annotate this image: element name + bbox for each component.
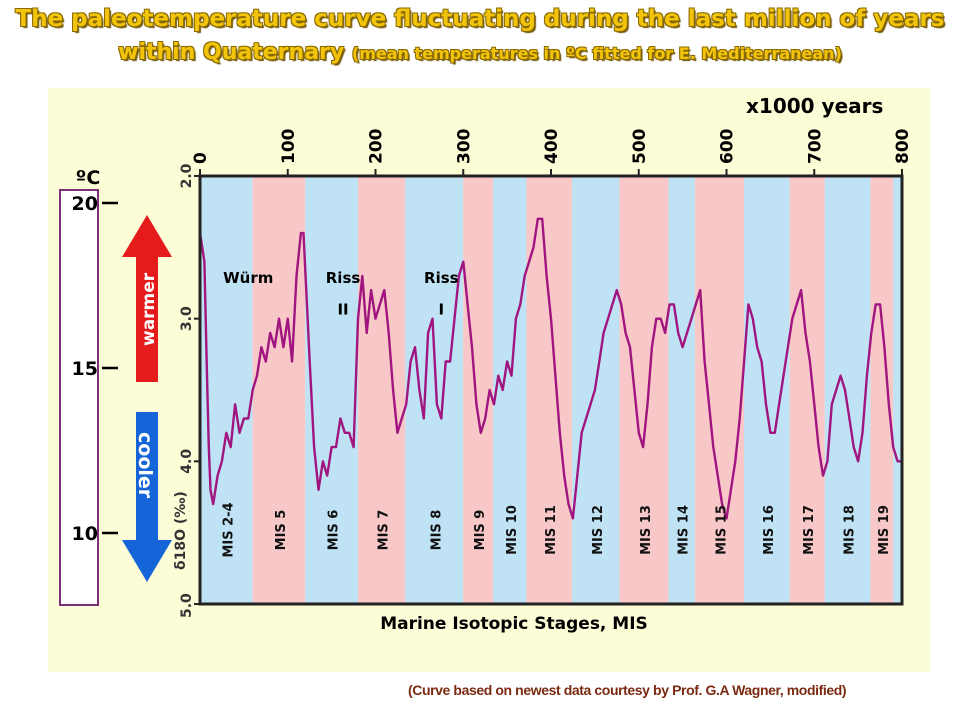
y-axis-label: δ18O (‰) [173, 491, 189, 570]
chart-title-line-2: within Quaternary (mean temperatures in … [0, 40, 960, 65]
temperature-tick-label: 15 [72, 358, 98, 380]
stage-label: MIS 16 [762, 505, 777, 555]
chart-title-line-1: The paleotemperature curve fluctuating d… [15, 6, 945, 32]
temperature-unit-label: ºC [76, 167, 101, 189]
stage-label: MIS 10 [505, 505, 520, 555]
stage-label: MIS 7 [377, 510, 392, 551]
cooler-arrow: cooler [122, 412, 172, 582]
temperature-scale-bar [59, 189, 99, 606]
temperature-tick-label: 10 [72, 523, 98, 545]
stage-label: MIS 19 [877, 505, 892, 555]
x-axis-unit-label: x1000 years [746, 94, 884, 118]
stage-label: MIS 12 [591, 505, 606, 555]
mis-band-mis-17 [789, 176, 825, 604]
warmer-arrow: warmer [122, 215, 172, 382]
annotations: Würm Riss II Riss I [223, 269, 459, 318]
mis-band-mis-2-4 [200, 176, 253, 604]
y-tick-label: 4.0 [179, 449, 195, 474]
mis-band-edge [893, 176, 902, 604]
mis-band-mis-9 [463, 176, 494, 604]
glacial-annotation: I [439, 300, 445, 318]
title-main-text: within Quaternary [118, 40, 345, 65]
curve-layer [198, 217, 902, 520]
mis-band-mis-14 [668, 176, 695, 604]
mis-band-mis-13 [619, 176, 669, 604]
stage-label: MIS 6 [327, 510, 342, 551]
x-tick-label: 400 [542, 128, 562, 164]
mis-band-mis-10 [493, 176, 527, 604]
stage-label: MIS 11 [544, 505, 559, 555]
x-tick-label: 0 [191, 152, 211, 164]
stage-label: MIS 8 [429, 510, 444, 551]
stage-label: MIS 9 [473, 510, 488, 551]
y-tick-label: 3.0 [179, 306, 195, 331]
mis-band-mis-5 [252, 176, 306, 604]
x-tick-label: 200 [367, 128, 387, 164]
temperature-tick-label: 20 [72, 193, 98, 215]
cooler-label: cooler [134, 432, 156, 499]
stage-label: MIS 15 [714, 505, 729, 555]
warmer-label: warmer [139, 272, 159, 346]
x-tick-label: 700 [805, 128, 825, 164]
title-parenthetical: (mean temperatures in ºC fitted for E. M… [351, 44, 842, 63]
stage-label: MIS 5 [274, 510, 289, 551]
stage-label: MIS 18 [843, 505, 858, 555]
mis-band-mis-19 [870, 176, 894, 604]
mis-band-mis-15 [694, 176, 745, 604]
glacial-annotation: Riss [326, 269, 361, 287]
credit-note: (Curve based on newest data courtesy by … [408, 682, 847, 698]
glacial-annotation: Würm [223, 269, 273, 287]
x-tick-label: 100 [279, 128, 299, 164]
mis-band-mis-18 [824, 176, 871, 604]
stage-label: MIS 2-4 [221, 502, 236, 557]
mis-band-mis-8 [405, 176, 464, 604]
mis-bands [200, 176, 902, 604]
stage-label: MIS 14 [677, 505, 692, 555]
glacial-annotation: Riss [424, 269, 459, 287]
glacial-annotation: II [337, 300, 348, 318]
x-axis-ticks: 0 100 200 300 400 500 600 700 800 [191, 128, 913, 176]
stage-label: MIS 13 [639, 505, 654, 555]
paleotemperature-curve [198, 217, 902, 520]
x-tick-label: 500 [630, 128, 650, 164]
y-tick-label: 5.0 [179, 593, 195, 618]
temperature-ticks: 20 15 10 [72, 193, 118, 545]
x-axis-label: Marine Isotopic Stages, MIS [380, 614, 648, 634]
mis-band-mis-7 [357, 176, 406, 604]
stage-label: MIS 17 [802, 505, 817, 555]
x-tick-label: 300 [454, 128, 474, 164]
stage-labels: MIS 2-4 MIS 5 MIS 6 MIS 7 MIS 8 MIS 9 MIS 10 MI… [221, 502, 891, 557]
x-tick-label: 600 [718, 128, 738, 164]
y-tick-label: 2.0 [179, 163, 195, 188]
mis-band-mis-6 [305, 176, 358, 604]
x-tick-label: 800 [893, 128, 913, 164]
y-axis-ticks: 2.0 3.0 4.0 5.0 [179, 163, 200, 618]
